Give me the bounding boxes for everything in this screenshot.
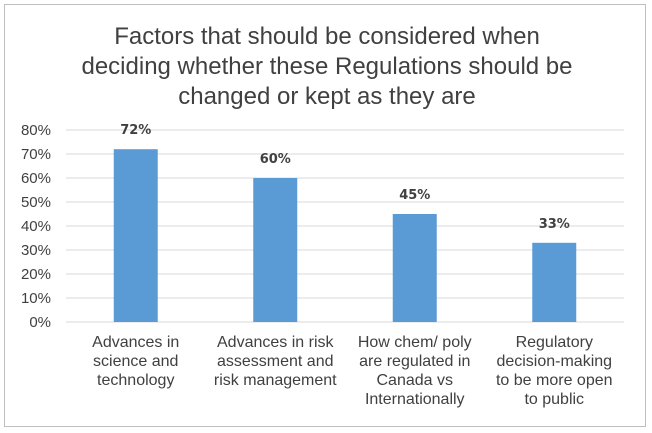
y-tick-label: 60% <box>21 170 51 187</box>
x-category-label-line: Regulatory <box>516 334 593 351</box>
chart-frame <box>4 4 646 427</box>
x-category-label-line: are regulated in <box>359 353 470 370</box>
y-tick-label: 30% <box>21 242 51 259</box>
x-category-label-line: decision-making <box>496 353 612 370</box>
y-tick-label: 20% <box>21 266 51 283</box>
chart-title-line: Factors that should be considered when <box>114 23 540 50</box>
bar <box>253 178 298 322</box>
y-tick-label: 40% <box>21 218 51 235</box>
x-category-label-line: Advances in risk <box>217 334 334 351</box>
chart-title: Factors that should be considered when d… <box>60 22 594 112</box>
x-category-label-line: technology <box>97 372 174 389</box>
x-category-label-line: assessment and <box>217 353 334 370</box>
y-tick-label: 10% <box>21 290 51 307</box>
y-tick-label: 0% <box>29 314 51 331</box>
x-category-label-line: Internationally <box>365 391 465 408</box>
bar <box>392 214 437 322</box>
data-label: 33% <box>539 217 570 232</box>
y-tick-label: 80% <box>21 122 51 139</box>
x-category-label: How chem/ poly are regulated in Canada vs I… <box>358 334 472 408</box>
y-tick-label: 50% <box>21 194 51 211</box>
x-category-label: Advances in science and technology <box>92 334 179 389</box>
chart-title-line: changed or kept as they are <box>178 83 476 110</box>
x-category-label: Regulatory decision-making to be more open… <box>496 334 613 408</box>
data-label: 60% <box>260 152 291 167</box>
x-category-label-line: science and <box>93 353 178 370</box>
x-category-label: Advances in risk assessment and risk manag… <box>214 334 337 389</box>
x-category-label-line: Canada vs <box>377 372 454 389</box>
bar <box>532 242 577 322</box>
x-category-label-line: risk management <box>214 372 337 389</box>
data-label: 72% <box>120 123 151 138</box>
y-tick-label: 70% <box>21 146 51 163</box>
chart-title-line: deciding whether these Regulations shoul… <box>81 53 573 80</box>
x-category-label-line: How chem/ poly <box>358 334 472 351</box>
x-category-label-line: to be more open <box>496 372 613 389</box>
x-category-label-line: to public <box>524 391 584 408</box>
x-category-label-line: Advances in <box>92 334 179 351</box>
bar <box>113 149 158 322</box>
data-label: 45% <box>399 188 430 203</box>
